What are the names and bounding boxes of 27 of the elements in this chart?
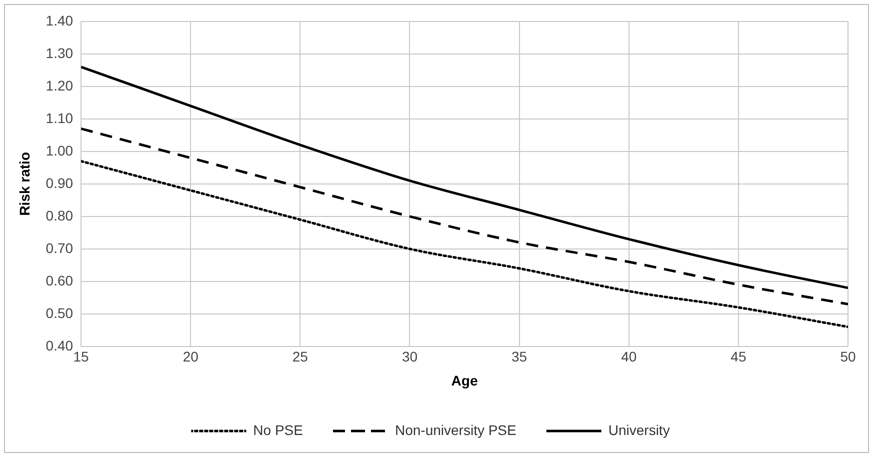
line-series xyxy=(81,160,848,328)
y-tick-label: 0.70 xyxy=(46,240,74,256)
y-tick-label: 1.20 xyxy=(46,77,74,94)
x-tick-label: 20 xyxy=(182,348,199,365)
y-axis-title: Risk ratio xyxy=(16,152,32,216)
legend-label: Non-university PSE xyxy=(394,422,516,438)
x-tick-label: 15 xyxy=(73,348,90,365)
y-tick-label: 0.40 xyxy=(46,337,74,354)
y-tick-label: 0.90 xyxy=(46,174,74,191)
y-tick-label: 1.10 xyxy=(46,110,74,126)
x-tick-label: 35 xyxy=(512,348,528,365)
y-tick-label: 1.00 xyxy=(46,142,74,158)
legend-label: University xyxy=(608,422,670,438)
x-tick-label: 40 xyxy=(621,348,637,365)
x-tick-label: 45 xyxy=(730,348,746,365)
x-tick-label: 30 xyxy=(402,348,418,365)
x-tick-label: 50 xyxy=(840,348,856,365)
x-axis-title: Age xyxy=(451,372,478,388)
y-tick-label: 0.50 xyxy=(46,304,74,321)
y-tick-label: 0.80 xyxy=(46,207,74,224)
line-series xyxy=(81,66,848,290)
x-tick-label: 25 xyxy=(292,348,308,365)
y-tick-label: 1.40 xyxy=(46,12,74,28)
y-tick-label: 1.30 xyxy=(46,44,74,61)
legend-label: No PSE xyxy=(253,422,303,438)
line-series xyxy=(81,127,848,306)
y-tick-label: 0.60 xyxy=(46,272,74,288)
